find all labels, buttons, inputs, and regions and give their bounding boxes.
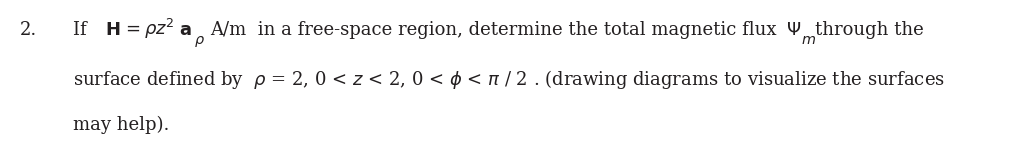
- Text: may help).: may help).: [73, 116, 170, 135]
- Text: surface defined by  $\rho$ = 2, 0 < $z$ < 2, 0 < $\phi$ < $\pi$ / 2 . (drawing d: surface defined by $\rho$ = 2, 0 < $z$ <…: [73, 68, 945, 91]
- Text: $\mathbf{H}$: $\mathbf{H}$: [105, 21, 120, 39]
- Text: 2.: 2.: [20, 21, 38, 39]
- Text: $\rho$: $\rho$: [194, 34, 205, 49]
- Text: through the: through the: [815, 21, 924, 39]
- Text: $= \rho z^2$: $= \rho z^2$: [122, 17, 175, 41]
- Text: $\Psi$: $\Psi$: [786, 21, 801, 39]
- Text: If: If: [73, 21, 92, 39]
- Text: $\mathbf{a}$: $\mathbf{a}$: [179, 21, 191, 39]
- Text: $m$: $m$: [801, 33, 816, 47]
- Text: A/m  in a free-space region, determine the total magnetic flux: A/m in a free-space region, determine th…: [210, 21, 776, 39]
